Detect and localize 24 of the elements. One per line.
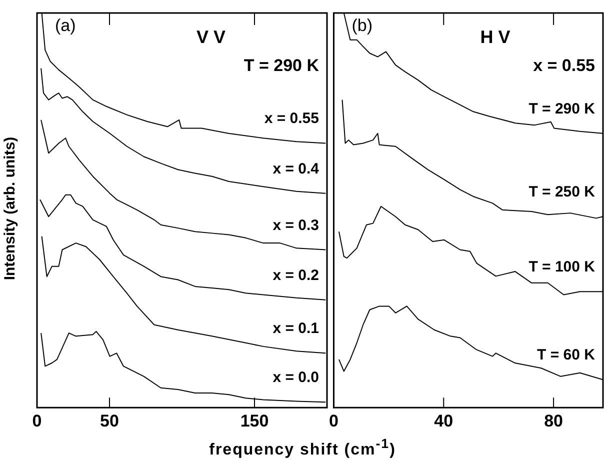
series-label: x = 0.3	[272, 216, 319, 234]
annotation: V V	[196, 27, 226, 47]
x-tick-label: 80	[544, 411, 564, 430]
series-label: x = 0.4	[272, 160, 320, 178]
x-tick-label: 40	[434, 411, 454, 430]
series-label: x = 0.1	[272, 320, 319, 338]
x-tick-label: 150	[240, 411, 269, 430]
x-axis-title: frequency shift (cm$^{-1}$)	[208, 436, 397, 460]
annotation: H V	[480, 27, 510, 47]
series-label: T = 290 K	[528, 100, 596, 118]
series-label: T = 250 K	[528, 184, 596, 201]
series-label: T = 100 K	[528, 258, 596, 276]
series-label: x = 0.2	[272, 266, 319, 284]
y-axis-title: Intensity (arb. units)	[2, 136, 18, 282]
series-label: x = 0.0	[272, 369, 319, 386]
x-tick-label: 0	[328, 411, 338, 430]
x-tick-label: 50	[100, 411, 119, 430]
annotation: (a)	[55, 16, 76, 35]
series-label: T = 60 K	[537, 346, 596, 364]
series-label: x = 0.55	[264, 110, 319, 128]
annotation: (b)	[352, 16, 373, 35]
annotation: x = 0.55	[533, 56, 595, 75]
x-tick-label: 0	[32, 411, 42, 430]
annotation: T = 290 K	[244, 56, 320, 75]
